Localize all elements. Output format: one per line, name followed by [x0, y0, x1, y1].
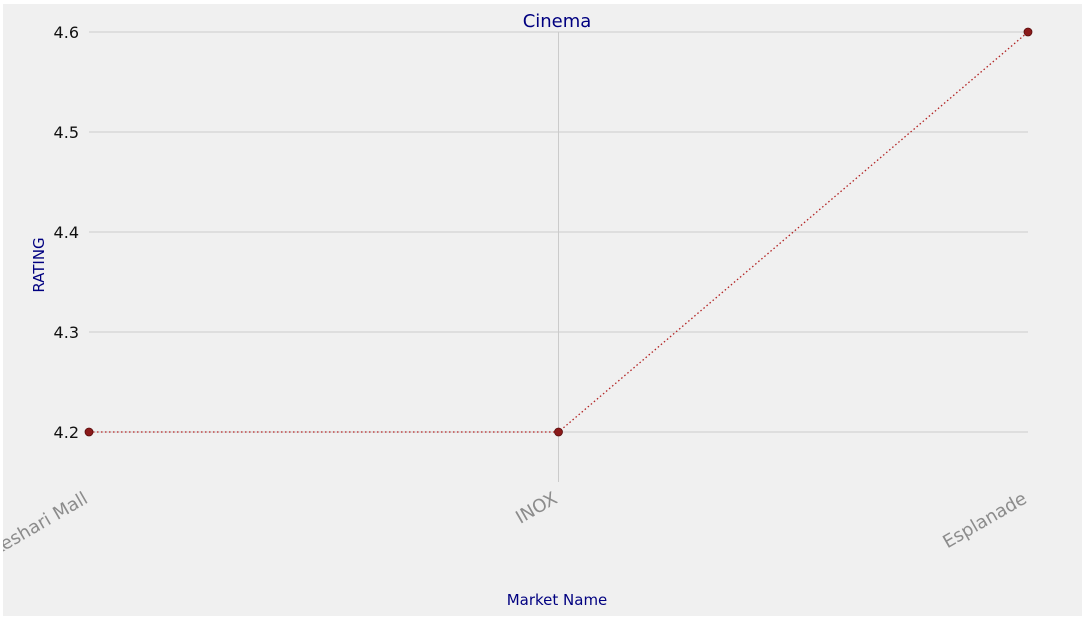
line-chart: 4.2 4.3 4.4 4.5 4.6 BMC Keshari Mall INOX Espla… [3, 11, 1033, 609]
data-point [84, 427, 94, 437]
y-axis-label: RATING [30, 237, 48, 292]
data-point [554, 427, 563, 437]
x-tick-label: Esplanade [939, 488, 1030, 553]
y-tick-label: 4.4 [54, 223, 79, 242]
chart-container: 4.2 4.3 4.4 4.5 4.6 BMC Keshari Mall INOX Espla… [3, 4, 1082, 616]
series-layer [84, 27, 1033, 437]
y-tick-label: 4.3 [54, 323, 79, 342]
y-tick-label: 4.6 [54, 23, 79, 42]
x-axis-label: Market Name [507, 591, 608, 609]
x-tick-label: BMC Keshari Mall [3, 488, 92, 584]
chart-title: Cinema [523, 11, 592, 32]
tick-layer: 4.2 4.3 4.4 4.5 4.6 BMC Keshari Mall INOX Espla… [3, 23, 1031, 584]
grid-layer [89, 31, 1028, 482]
y-tick-label: 4.2 [54, 423, 79, 442]
x-tick-label: INOX [512, 488, 561, 528]
data-point [1023, 27, 1033, 37]
y-tick-label: 4.5 [54, 123, 79, 142]
